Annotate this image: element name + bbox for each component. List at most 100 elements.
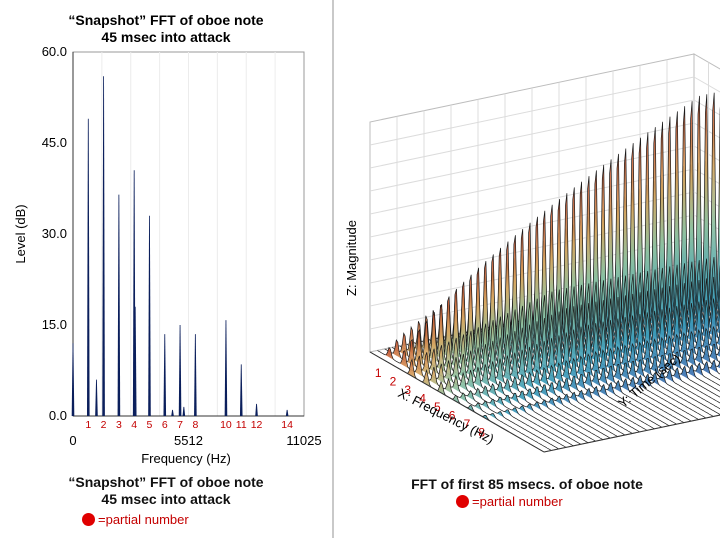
left-legend: =partial number	[82, 512, 189, 527]
slice-line	[583, 159, 720, 387]
spectral-peak	[71, 343, 75, 416]
grid	[101, 52, 276, 416]
slice-line	[568, 170, 720, 398]
slice-line	[421, 296, 596, 442]
z-axis-label: Z: Magnitude	[344, 220, 359, 296]
spectral-peak	[178, 325, 182, 416]
slice-line	[480, 241, 655, 430]
slice-line	[377, 346, 552, 451]
partial-number-label: 5	[434, 400, 441, 414]
slice-line	[657, 106, 720, 329]
spectral-peak	[239, 364, 243, 416]
spectral-peak	[255, 403, 258, 416]
slice-line	[450, 267, 626, 436]
y-tick-label: 0.0	[49, 408, 67, 423]
partial-number-label: 1	[375, 366, 382, 380]
slice-line	[458, 261, 633, 434]
spectral-peak	[95, 379, 98, 416]
partial-number-label: 4	[131, 419, 137, 431]
partial-dot-icon	[456, 495, 469, 508]
panel-divider	[332, 0, 334, 538]
partial-number-label: 2	[390, 375, 397, 389]
partial-number-label: 10	[220, 419, 232, 431]
slice-line	[487, 235, 662, 428]
slice-line	[620, 132, 720, 356]
chart-title-line2: 45 msec into attack	[101, 29, 230, 45]
spectral-peak	[194, 334, 197, 416]
partial-number-label: 12	[251, 419, 263, 431]
right-legend: =partial number	[456, 494, 563, 509]
right-legend-text: =partial number	[472, 494, 563, 509]
spectral-peak	[163, 334, 167, 416]
slice-fill	[590, 153, 720, 380]
partial-number-label: 2	[101, 419, 107, 431]
partial-number-label: 1	[85, 419, 91, 431]
slice-line	[561, 176, 720, 404]
slice-line	[531, 198, 707, 419]
partial-number-label: 5	[147, 419, 153, 431]
slice-line	[642, 116, 720, 340]
slice-line	[679, 94, 720, 309]
left-legend-text: =partial number	[98, 512, 189, 527]
right-panel: 1 2 3 4 5 6 7 8 X: Frequency (Hz) Y: Time (sec) Z:…	[334, 0, 720, 538]
slice-line	[399, 319, 574, 447]
slice-line	[436, 281, 611, 439]
slice-line	[598, 148, 720, 375]
slice-line	[539, 193, 714, 417]
slice-line	[391, 328, 567, 448]
partial-number-label: 6	[162, 419, 168, 431]
right-caption-line1: FFT of first 85 msecs. of oboe note	[411, 476, 643, 492]
partial-number-label: 8	[192, 419, 198, 431]
slice-line	[634, 121, 720, 344]
slice-fill	[384, 339, 559, 449]
slice-line	[576, 164, 720, 392]
spectral-peak	[171, 409, 174, 416]
slice-line	[517, 210, 692, 422]
slice-fill	[583, 159, 720, 386]
slice-line	[686, 92, 720, 306]
partial-dot-icon	[82, 513, 95, 526]
slice-line	[590, 153, 720, 381]
x-tick-label: 5512	[174, 433, 203, 448]
slice-line	[546, 187, 720, 415]
y-tick-label: 15.0	[42, 317, 67, 332]
y-tick-label: 30.0	[42, 226, 67, 241]
chart-title-line1: “Snapshot” FFT of oboe note	[68, 12, 263, 28]
slice-line	[664, 101, 720, 321]
left-caption-line2: 45 msec into attack	[101, 491, 231, 507]
slice-fill	[377, 347, 552, 451]
slice-line	[414, 304, 589, 444]
slice-line	[605, 143, 720, 367]
y-tick-label: 60.0	[42, 44, 67, 59]
partial-number-label: 7	[177, 419, 183, 431]
y-axis-label: Level (dB)	[13, 204, 28, 263]
y-axis-line	[543, 414, 720, 453]
x-tick-label: 11025	[286, 433, 321, 448]
slice-line	[472, 247, 648, 431]
slice-line	[671, 95, 720, 317]
peaks	[71, 76, 289, 417]
slice-line	[649, 111, 720, 332]
partial-number-label: 7	[464, 417, 471, 431]
x-tick-label: 0	[69, 433, 76, 448]
slice-line	[509, 216, 685, 423]
partial-number-label: 3	[404, 383, 411, 397]
left-caption-line1: “Snapshot” FFT of oboe note	[68, 474, 264, 490]
partial-number-label: 6	[449, 409, 456, 423]
slice-line	[495, 228, 670, 427]
slice-line	[612, 137, 720, 363]
slice-line	[627, 127, 720, 352]
partial-number-label: 11	[236, 419, 247, 431]
spectral-peak	[86, 118, 90, 416]
left-panel: “Snapshot” FFT of oboe note 45 msec into …	[0, 0, 332, 538]
slice-line	[524, 204, 699, 420]
slice-line	[428, 288, 604, 440]
slice-fill	[686, 92, 720, 305]
partial-number-label: 3	[116, 419, 122, 431]
spectral-peak	[133, 306, 137, 416]
spectral-peak	[285, 409, 289, 416]
slice-line	[443, 274, 618, 437]
partial-number-label: 14	[281, 419, 293, 431]
